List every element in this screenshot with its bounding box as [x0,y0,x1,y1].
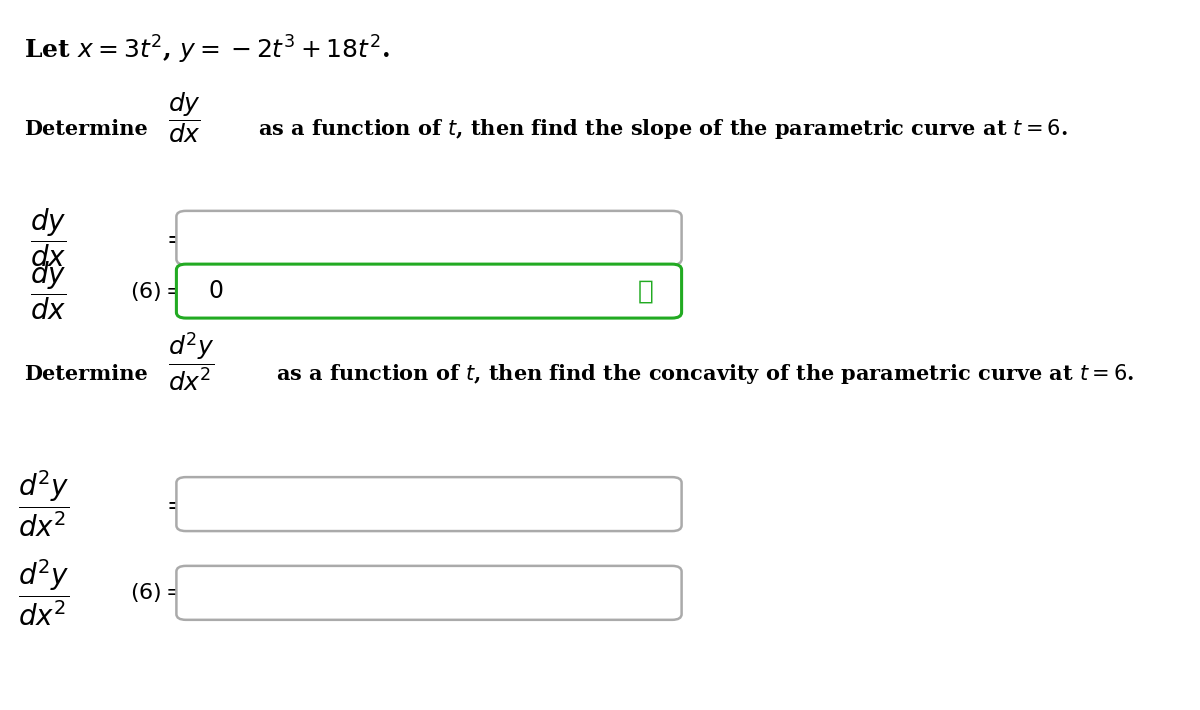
Text: $\dfrac{d^2y}{dx^2}$: $\dfrac{d^2y}{dx^2}$ [18,557,70,628]
Text: $=$: $=$ [162,492,186,516]
FancyBboxPatch shape [176,477,682,531]
FancyBboxPatch shape [176,211,682,265]
Text: $\dfrac{d^2y}{dx^2}$: $\dfrac{d^2y}{dx^2}$ [168,331,215,393]
Text: $=$: $=$ [162,226,186,250]
Text: as a function of $t$, then find the slope of the parametric curve at $t = 6$.: as a function of $t$, then find the slop… [258,117,1068,141]
Text: $0$: $0$ [208,279,223,303]
Text: $\dfrac{dy}{dx}$: $\dfrac{dy}{dx}$ [30,260,66,322]
Text: Let $x = 3t^2$, $y = -2t^3 + 18t^2$.: Let $x = 3t^2$, $y = -2t^3 + 18t^2$. [24,33,390,66]
Text: $\dfrac{dy}{dx}$: $\dfrac{dy}{dx}$ [30,207,66,269]
FancyBboxPatch shape [176,264,682,318]
Text: ✓: ✓ [638,278,654,304]
Text: as a function of $t$, then find the concavity of the parametric curve at $t = 6$: as a function of $t$, then find the conc… [276,362,1134,386]
Text: $(6) =$: $(6) =$ [130,280,184,302]
Text: $(6) =$: $(6) =$ [130,581,184,604]
FancyBboxPatch shape [176,566,682,620]
Text: Determine: Determine [24,364,148,384]
Text: $\dfrac{dy}{dx}$: $\dfrac{dy}{dx}$ [168,89,200,145]
Text: $\dfrac{d^2y}{dx^2}$: $\dfrac{d^2y}{dx^2}$ [18,469,70,540]
Text: Determine: Determine [24,119,148,139]
